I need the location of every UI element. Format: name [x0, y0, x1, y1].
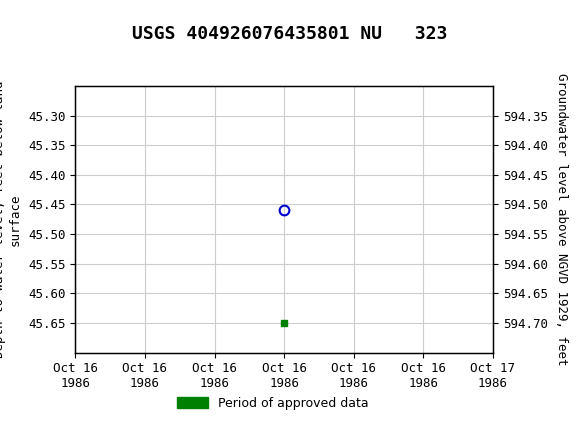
Legend: Period of approved data: Period of approved data: [172, 392, 374, 415]
Y-axis label: Groundwater level above NGVD 1929, feet: Groundwater level above NGVD 1929, feet: [554, 73, 568, 366]
Text: ≡USGS: ≡USGS: [3, 10, 79, 29]
Y-axis label: Depth to water level, feet below land
surface: Depth to water level, feet below land su…: [0, 80, 21, 358]
Text: USGS 404926076435801 NU   323: USGS 404926076435801 NU 323: [132, 25, 448, 43]
